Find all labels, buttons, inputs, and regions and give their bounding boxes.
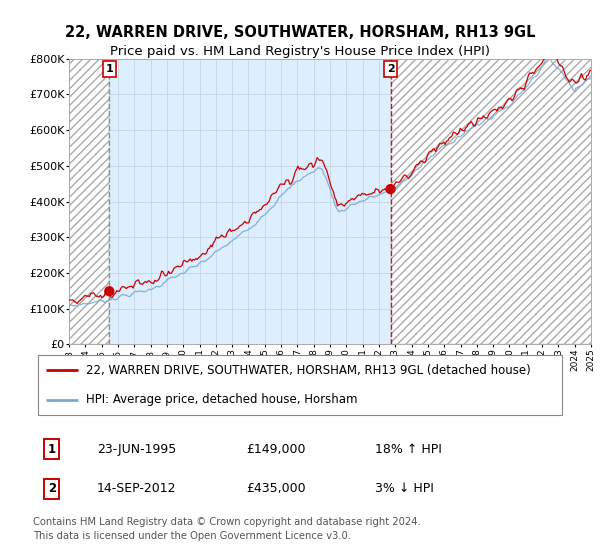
Point — [104, 287, 114, 296]
Point — [386, 185, 395, 194]
Text: Contains HM Land Registry data © Crown copyright and database right 2024.
This d: Contains HM Land Registry data © Crown c… — [33, 517, 421, 542]
Text: 22, WARREN DRIVE, SOUTHWATER, HORSHAM, RH13 9GL: 22, WARREN DRIVE, SOUTHWATER, HORSHAM, R… — [65, 25, 535, 40]
Text: 3% ↓ HPI: 3% ↓ HPI — [375, 483, 434, 496]
Text: 2: 2 — [47, 483, 56, 496]
Text: 14-SEP-2012: 14-SEP-2012 — [97, 483, 176, 496]
Text: 22, WARREN DRIVE, SOUTHWATER, HORSHAM, RH13 9GL (detached house): 22, WARREN DRIVE, SOUTHWATER, HORSHAM, R… — [86, 363, 531, 377]
Text: HPI: Average price, detached house, Horsham: HPI: Average price, detached house, Hors… — [86, 393, 358, 407]
Text: 23-JUN-1995: 23-JUN-1995 — [97, 442, 176, 455]
Text: 1: 1 — [106, 64, 113, 74]
Text: 1: 1 — [47, 442, 56, 455]
Text: 2: 2 — [386, 64, 394, 74]
Text: 18% ↑ HPI: 18% ↑ HPI — [375, 442, 442, 455]
Bar — [391, 30, 600, 344]
Text: £149,000: £149,000 — [247, 442, 306, 455]
Bar — [69, 30, 109, 344]
Text: Price paid vs. HM Land Registry's House Price Index (HPI): Price paid vs. HM Land Registry's House … — [110, 45, 490, 58]
FancyBboxPatch shape — [38, 356, 562, 414]
Text: £435,000: £435,000 — [247, 483, 306, 496]
